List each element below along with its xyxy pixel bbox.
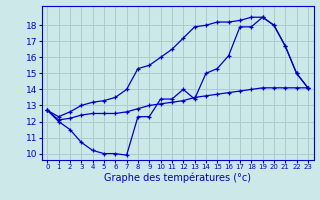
- X-axis label: Graphe des températures (°c): Graphe des températures (°c): [104, 173, 251, 183]
